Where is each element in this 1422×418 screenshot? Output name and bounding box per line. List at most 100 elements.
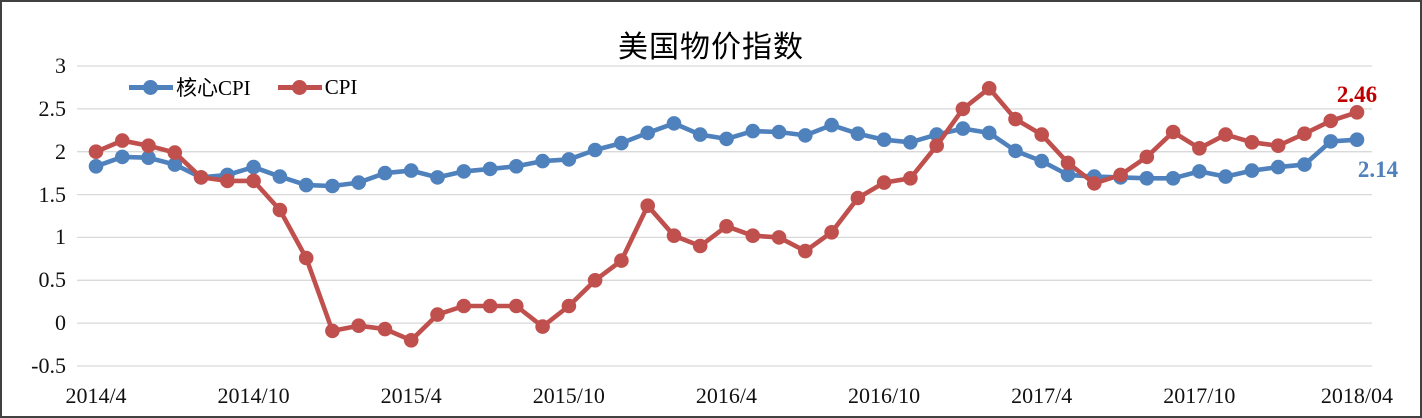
cpi-end-value-label: 2.46: [1336, 82, 1378, 108]
data-point: [1113, 167, 1128, 183]
chart-legend: 核心CPI CPI: [129, 72, 357, 102]
data-point: [1297, 157, 1312, 172]
x-tick-label: 2014/10: [217, 383, 290, 408]
x-tick-label: 2015/10: [532, 383, 605, 408]
data-point: [614, 253, 629, 268]
legend-label: 核心CPI: [176, 76, 251, 100]
data-point: [1218, 169, 1233, 184]
data-point: [1297, 126, 1312, 141]
x-tick-label: 2016/10: [848, 383, 921, 408]
data-point: [745, 228, 761, 243]
legend-item-CPI: CPI: [277, 74, 358, 100]
data-point: [929, 138, 944, 153]
legend-line-marker-icon: [277, 79, 322, 95]
data-point: [193, 170, 209, 185]
data-point: [141, 138, 156, 153]
data-point: [1218, 127, 1233, 142]
data-point: [1244, 163, 1260, 178]
data-point: [456, 298, 472, 314]
data-point: [403, 333, 419, 348]
data-point: [850, 190, 866, 206]
y-tick-label: 0.5: [38, 267, 67, 293]
data-point: [981, 81, 997, 96]
data-point: [640, 198, 655, 213]
data-point: [167, 157, 183, 172]
x-tick-label: 2017/10: [1163, 383, 1236, 408]
data-point: [220, 173, 235, 189]
data-point: [115, 149, 130, 165]
data-point: [88, 159, 104, 174]
data-point: [1060, 155, 1076, 171]
data-point: [115, 133, 130, 148]
data-point: [509, 159, 524, 174]
y-tick-label: 1: [55, 224, 66, 250]
legend-item-核心CPI: 核心CPI: [129, 72, 251, 102]
data-point: [1165, 124, 1181, 140]
data-point: [824, 225, 839, 240]
data-point: [351, 175, 367, 190]
data-point: [246, 159, 261, 175]
data-point: [298, 250, 314, 266]
data-point: [325, 178, 340, 194]
data-point: [561, 298, 577, 314]
y-tick-label: 1.5: [38, 181, 67, 207]
data-point: [246, 173, 261, 189]
data-point: [1165, 171, 1181, 186]
data-point: [587, 142, 603, 158]
x-tick-label: 2018/04: [1320, 383, 1394, 408]
data-point: [640, 125, 655, 141]
data-point: [981, 125, 997, 141]
data-point: [456, 164, 472, 179]
data-point: [1034, 127, 1049, 142]
data-point: [272, 202, 288, 218]
y-tick-label: 2.5: [38, 95, 67, 121]
data-point: [955, 121, 971, 136]
data-point: [430, 170, 445, 185]
data-point: [587, 273, 603, 288]
legend-label: CPI: [324, 74, 358, 99]
data-point: [1323, 113, 1338, 129]
data-point: [1244, 135, 1260, 150]
data-point: [614, 135, 629, 151]
data-point: [1087, 176, 1102, 191]
data-point: [1349, 105, 1365, 120]
data-point: [903, 135, 918, 150]
y-tick-label: 3: [55, 53, 66, 78]
data-point: [482, 161, 498, 177]
data-point: [1349, 132, 1365, 147]
data-point: [719, 219, 734, 234]
data-point: [719, 131, 734, 147]
data-point: [377, 321, 393, 337]
data-point: [272, 169, 288, 184]
data-point: [1034, 153, 1049, 169]
data-point: [666, 228, 682, 243]
x-tick-label: 2016/4: [695, 383, 758, 408]
data-point: [850, 126, 866, 141]
data-point: [1060, 167, 1076, 183]
data-point: [824, 117, 839, 133]
y-tick-label: -0.5: [31, 353, 66, 378]
data-point: [1139, 149, 1155, 165]
legend-line-marker-icon: [129, 79, 173, 95]
data-point: [561, 152, 577, 167]
data-point: [351, 318, 367, 334]
y-tick-label: 0: [55, 310, 66, 336]
data-point: [377, 165, 393, 181]
x-tick-label: 2017/4: [1011, 383, 1073, 408]
data-point: [745, 123, 761, 139]
data-point: [535, 319, 550, 334]
data-point: [325, 323, 340, 339]
data-point: [1270, 138, 1286, 153]
data-point: [666, 116, 682, 131]
data-point: [403, 163, 419, 178]
data-point: [955, 101, 971, 117]
data-point: [771, 124, 787, 140]
data-point: [88, 144, 104, 159]
x-tick-label: 2014/4: [65, 383, 127, 408]
y-tick-label: 2: [55, 138, 66, 164]
data-point: [771, 230, 787, 245]
data-point: [298, 177, 314, 193]
data-point: [509, 298, 524, 314]
